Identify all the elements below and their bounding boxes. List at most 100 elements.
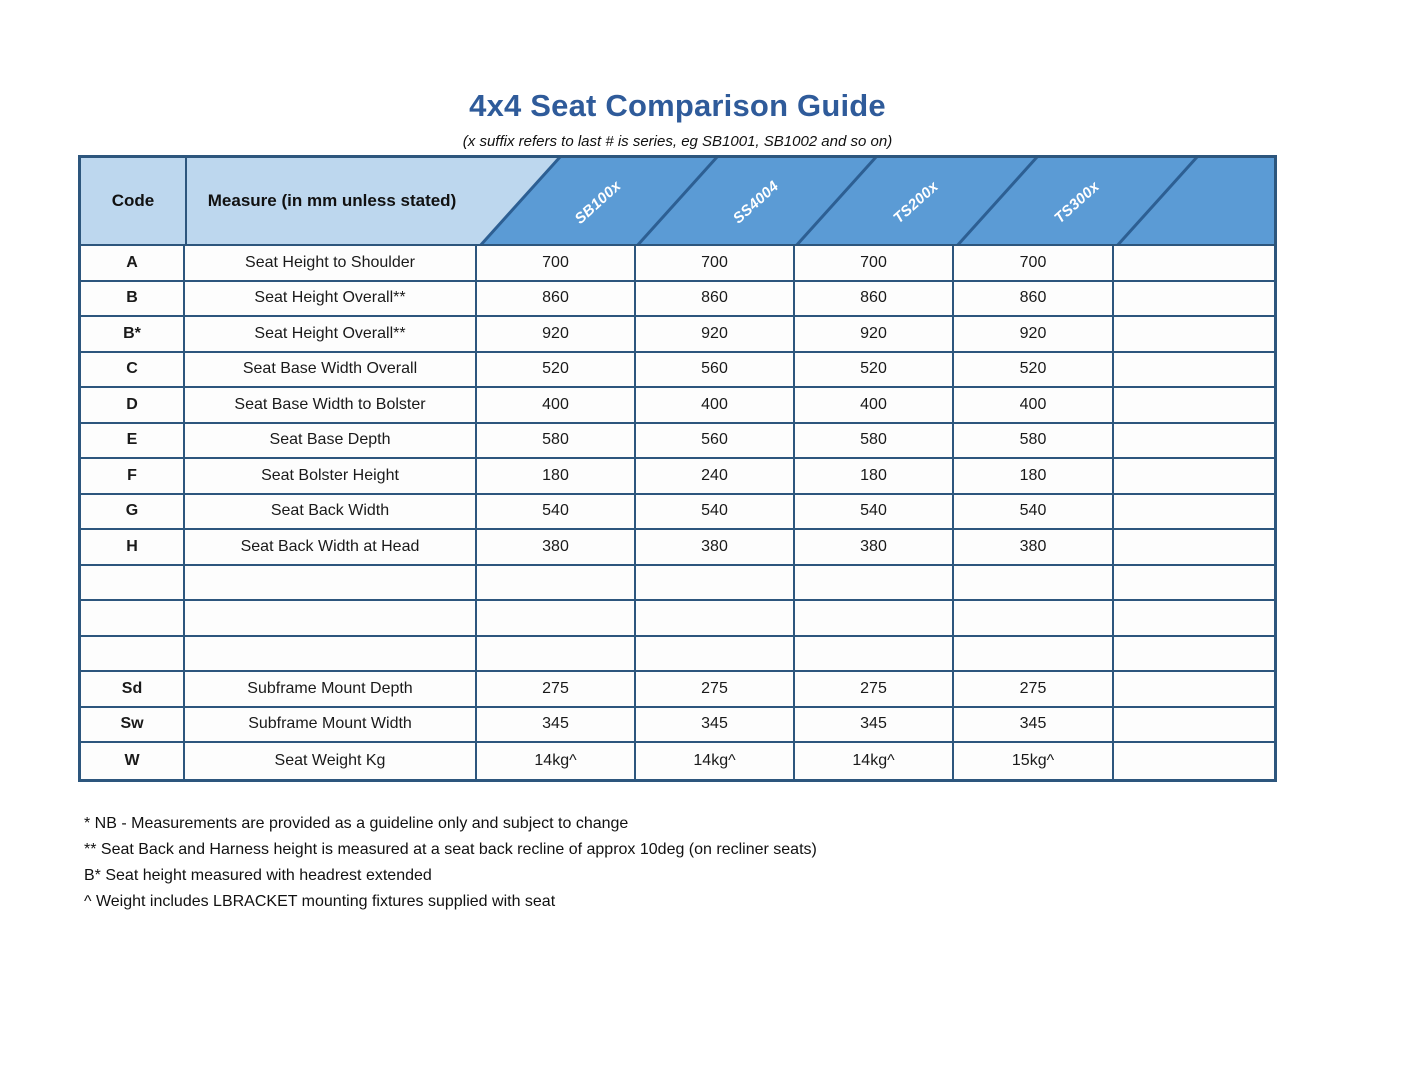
value-cell xyxy=(477,636,636,670)
value-cell xyxy=(636,601,795,635)
value-cell xyxy=(477,601,636,635)
value-cell: 860 xyxy=(636,281,795,315)
code-cell xyxy=(81,636,185,670)
value-cell: 700 xyxy=(477,246,636,280)
code-cell: C xyxy=(81,352,185,386)
value-cell: 14kg^ xyxy=(477,743,636,779)
measure-cell: Subframe Mount Width xyxy=(185,707,477,741)
table-row: C Seat Base Width Overall 520 560 520 520 xyxy=(81,352,1274,388)
footnote-recline: ** Seat Back and Harness height is measu… xyxy=(84,840,817,858)
table-row: H Seat Back Width at Head 380 380 380 380 xyxy=(81,530,1274,566)
value-cell: 540 xyxy=(477,494,636,528)
measure-cell: Seat Base Width Overall xyxy=(185,352,477,386)
comparison-table: Code Measure (in mm unless stated) SB100… xyxy=(78,155,1277,782)
measure-cell: Seat Back Width xyxy=(185,494,477,528)
value-cell xyxy=(1114,530,1274,564)
value-cell: 14kg^ xyxy=(795,743,954,779)
value-cell: 14kg^ xyxy=(636,743,795,779)
value-cell xyxy=(795,565,954,599)
value-cell xyxy=(1114,282,1274,316)
value-cell xyxy=(1114,459,1274,493)
table-row: A Seat Height to Shoulder 700 700 700 700 xyxy=(81,246,1274,282)
value-cell: 700 xyxy=(954,246,1114,280)
value-cell: 920 xyxy=(477,317,636,351)
value-cell: 345 xyxy=(954,707,1114,741)
value-cell: 520 xyxy=(477,352,636,386)
code-cell: F xyxy=(81,459,185,493)
value-cell: 240 xyxy=(636,459,795,493)
footnote-headrest: B* Seat height measured with headrest ex… xyxy=(84,866,432,884)
value-cell: 540 xyxy=(954,494,1114,528)
value-cell xyxy=(1114,743,1274,779)
value-cell: 180 xyxy=(954,459,1114,493)
value-cell xyxy=(954,636,1114,670)
value-cell: 345 xyxy=(636,707,795,741)
measure-cell xyxy=(185,565,477,599)
value-cell: 580 xyxy=(954,423,1114,457)
header-dark-band xyxy=(480,158,1274,244)
page-subtitle: (x suffix refers to last # is series, eg… xyxy=(462,133,893,150)
measure-cell xyxy=(185,636,477,670)
value-cell: 400 xyxy=(954,388,1114,422)
value-cell: 560 xyxy=(636,352,795,386)
value-cell: 580 xyxy=(795,423,954,457)
table-row: B Seat Height Overall** 860 860 860 860 xyxy=(81,281,1274,317)
code-cell xyxy=(81,565,185,599)
value-cell xyxy=(795,601,954,635)
column-header-measure: Measure (in mm unless stated) xyxy=(207,191,457,210)
value-cell: 540 xyxy=(636,494,795,528)
table-row: B* Seat Height Overall** 920 920 920 920 xyxy=(81,317,1274,353)
value-cell: 540 xyxy=(795,494,954,528)
page: 4x4 Seat Comparison Guide (x suffix refe… xyxy=(0,88,1414,1088)
value-cell: 15kg^ xyxy=(954,743,1114,779)
code-cell xyxy=(81,601,185,635)
value-cell xyxy=(1114,246,1274,280)
value-cell: 920 xyxy=(636,317,795,351)
measure-cell: Seat Base Width to Bolster xyxy=(185,388,477,422)
table-row: W Seat Weight Kg 14kg^ 14kg^ 14kg^ 15kg^ xyxy=(81,743,1274,779)
value-cell: 345 xyxy=(795,707,954,741)
table-row xyxy=(81,636,1274,672)
value-cell: 860 xyxy=(954,281,1114,315)
column-header-code: Code xyxy=(111,191,155,210)
value-cell: 520 xyxy=(954,352,1114,386)
measure-cell: Seat Height Overall** xyxy=(185,281,477,315)
value-cell: 920 xyxy=(795,317,954,351)
value-cell: 380 xyxy=(954,530,1114,564)
code-cell: B* xyxy=(81,317,185,351)
code-cell: A xyxy=(81,246,185,280)
value-cell: 520 xyxy=(795,352,954,386)
code-cell: W xyxy=(81,743,185,779)
measure-cell: Subframe Mount Depth xyxy=(185,672,477,706)
value-cell xyxy=(1114,672,1274,706)
table-row: Sw Subframe Mount Width 345 345 345 345 xyxy=(81,707,1274,743)
measure-cell: Seat Base Depth xyxy=(185,423,477,457)
table-row xyxy=(81,601,1274,637)
value-cell: 860 xyxy=(795,281,954,315)
value-cell xyxy=(954,565,1114,599)
code-cell: H xyxy=(81,530,185,564)
value-cell: 920 xyxy=(954,317,1114,351)
value-cell: 400 xyxy=(636,388,795,422)
value-cell xyxy=(1114,424,1274,458)
value-cell: 400 xyxy=(795,388,954,422)
footnote-guideline: * NB - Measurements are provided as a gu… xyxy=(84,814,629,832)
page-title: 4x4 Seat Comparison Guide xyxy=(469,88,886,123)
measure-cell: Seat Height to Shoulder xyxy=(185,246,477,280)
code-cell: B xyxy=(81,281,185,315)
value-cell xyxy=(795,636,954,670)
measure-cell: Seat Bolster Height xyxy=(185,459,477,493)
footnote-weight: ^ Weight includes LBRACKET mounting fixt… xyxy=(84,892,556,910)
footnotes: * NB - Measurements are provided as a gu… xyxy=(84,815,1414,911)
measure-cell: Seat Height Overall** xyxy=(185,317,477,351)
code-cell: Sw xyxy=(81,707,185,741)
value-cell: 700 xyxy=(636,246,795,280)
value-cell xyxy=(1114,388,1274,422)
header-code-measure-divider xyxy=(185,158,187,244)
measure-cell: Seat Weight Kg xyxy=(185,743,477,779)
table-row xyxy=(81,565,1274,601)
value-cell xyxy=(1114,353,1274,387)
value-cell: 275 xyxy=(477,672,636,706)
table-body: A Seat Height to Shoulder 700 700 700 700 B Sea… xyxy=(81,246,1274,779)
code-cell: D xyxy=(81,388,185,422)
